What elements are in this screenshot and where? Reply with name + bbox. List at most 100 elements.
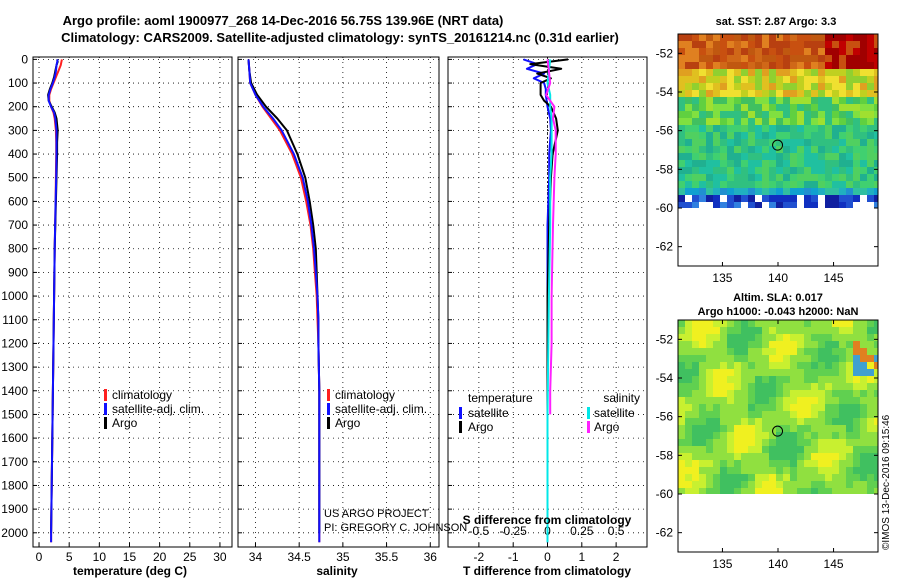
map-cell (874, 48, 878, 56)
map-cell (867, 446, 875, 454)
map-cell (790, 202, 798, 208)
map-cell (713, 362, 721, 370)
salinity-xlabel: salinity (316, 564, 358, 578)
depth-tick-label: 400 (8, 147, 28, 161)
map-cell (818, 411, 826, 419)
map-cell (692, 181, 700, 189)
map-cell (825, 41, 833, 49)
map-cell (839, 348, 847, 356)
map-cell (727, 97, 735, 105)
map-cell (755, 467, 763, 475)
map-cell (790, 327, 798, 335)
map-cell (853, 118, 861, 126)
map-cell (755, 69, 763, 77)
map-cell (706, 174, 714, 182)
depth-tick-label: 300 (8, 123, 28, 137)
map-cell (678, 174, 686, 182)
map-cell (790, 55, 798, 63)
pi-credit: PI: GREGORY C. JOHNSON (324, 522, 467, 534)
sla-map-title: Altim. SLA: 0.017 (733, 292, 823, 304)
map-cell (790, 188, 798, 196)
map-cell (811, 341, 819, 349)
map-cell (874, 390, 878, 398)
map-cell (818, 327, 826, 335)
map-cell (860, 132, 868, 140)
map-cell (818, 432, 826, 440)
map-cell (818, 446, 826, 454)
map-cell (678, 76, 686, 84)
map-cell (846, 132, 854, 140)
map-cell (839, 111, 847, 119)
map-y-tick-label: -58 (656, 162, 674, 176)
map-cell (839, 383, 847, 391)
map-cell (825, 34, 833, 42)
map-cell (860, 432, 868, 440)
map-cell (727, 453, 735, 461)
map-cell (804, 348, 812, 356)
map-cell (790, 125, 798, 133)
map-cell (755, 369, 763, 377)
map-cell (727, 139, 735, 147)
map-cell (699, 55, 707, 63)
depth-tick-label: 500 (8, 171, 28, 185)
map-cell (790, 41, 798, 49)
map-cell (685, 453, 693, 461)
map-cell (762, 467, 770, 475)
map-cell (692, 76, 700, 84)
map-cell (699, 188, 707, 196)
map-cell (818, 474, 826, 482)
map-cell (699, 202, 707, 208)
map-cell (769, 174, 777, 182)
map-cell (874, 181, 878, 189)
map-cell (811, 418, 819, 426)
map-cell (692, 202, 700, 208)
map-cell (685, 467, 693, 475)
map-cell (860, 41, 868, 49)
map-cell (797, 132, 805, 140)
map-cell (839, 404, 847, 412)
map-cell (699, 418, 707, 426)
map-cell (860, 188, 868, 196)
map-cell (741, 111, 749, 119)
map-cell (867, 467, 875, 475)
map-cell (776, 411, 784, 419)
map-cell (839, 418, 847, 426)
map-cell (769, 411, 777, 419)
map-y-tick-label: -52 (656, 332, 674, 346)
map-cell (755, 48, 763, 56)
map-cell (755, 174, 763, 182)
map-cell (748, 62, 756, 70)
map-cell (804, 474, 812, 482)
map-cell (713, 488, 721, 494)
map-cell (790, 467, 798, 475)
map-cell (790, 62, 798, 70)
map-cell (874, 446, 878, 454)
map-cell (727, 348, 735, 356)
map-cell (839, 104, 847, 112)
map-cell (783, 411, 791, 419)
map-cell (818, 132, 826, 140)
map-cell (734, 195, 742, 203)
map-cell (783, 439, 791, 447)
map-cell (699, 439, 707, 447)
map-cell (797, 439, 805, 447)
map-cell (678, 376, 686, 384)
map-cell (874, 76, 878, 84)
map-cell (734, 453, 742, 461)
map-cell (678, 334, 686, 342)
map-cell (755, 411, 763, 419)
map-cell (776, 153, 784, 161)
map-cell (713, 202, 721, 208)
map-cell (706, 355, 714, 363)
legend-title-temperature: temperature (468, 391, 533, 405)
map-cell (776, 160, 784, 168)
map-cell (741, 418, 749, 426)
map-cell (748, 460, 756, 468)
map-cell (734, 397, 742, 405)
map-cell (741, 453, 749, 461)
map-cell (769, 167, 777, 175)
map-cell (832, 90, 840, 98)
map-cell (727, 369, 735, 377)
map-cell (874, 167, 878, 175)
map-cell (755, 167, 763, 175)
